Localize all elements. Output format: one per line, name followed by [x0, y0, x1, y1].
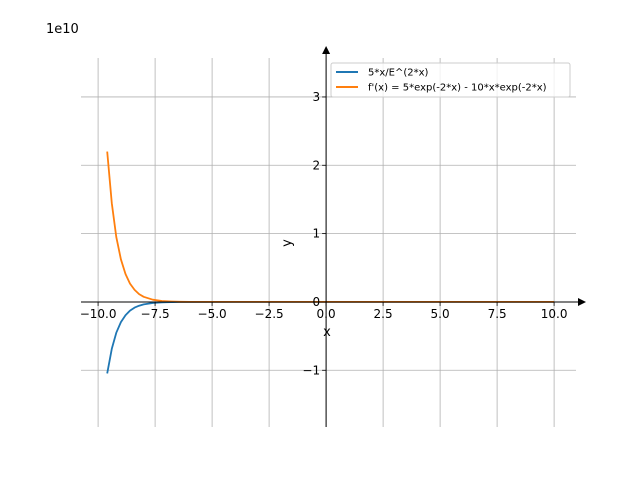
x-tick-label: 2.5 — [374, 307, 393, 321]
x-axis-arrow — [578, 297, 586, 306]
legend: 5*x/E^(2*x) f'(x) = 5*exp(-2*x) - 10*x*e… — [330, 62, 571, 98]
y-tick-label: 1 — [312, 227, 320, 241]
x-tick-label: −5.0 — [198, 307, 227, 321]
y-offset-label: 1e10 — [46, 22, 79, 37]
legend-box — [330, 62, 571, 98]
x-axis-label: x — [323, 325, 331, 340]
y-axis-label: y — [280, 239, 295, 247]
grid — [81, 58, 576, 427]
series-line-1 — [106, 151, 555, 303]
y-axis-arrow — [322, 46, 331, 54]
x-tick-label: 10.0 — [541, 307, 568, 321]
y-tick-label: 3 — [312, 90, 320, 104]
x-tick-label: 5.0 — [431, 307, 450, 321]
y-tick-label: 2 — [312, 158, 320, 172]
series-lines — [106, 151, 555, 374]
x-tick-label: −10.0 — [80, 307, 117, 321]
legend-label-1: f'(x) = 5*exp(-2*x) - 10*x*exp(-2*x) — [368, 83, 547, 94]
x-tick-label: 7.5 — [488, 307, 507, 321]
x-tick-label: −2.5 — [255, 307, 284, 321]
legend-label-0: 5*x/E^(2*x) — [368, 68, 429, 79]
x-tick-label: −7.5 — [141, 307, 170, 321]
y-tick-label: −1 — [302, 363, 320, 377]
